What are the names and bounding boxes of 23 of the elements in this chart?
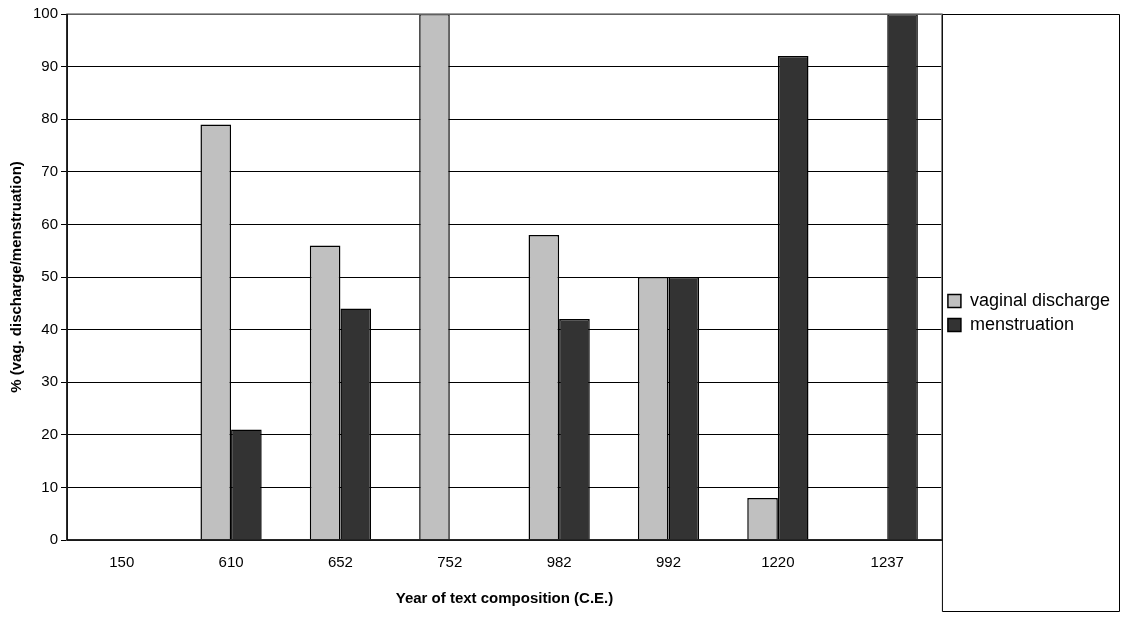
legend-label: vaginal discharge <box>969 289 1110 310</box>
x-tick-label: 1237 <box>870 553 904 571</box>
y-tick-label: 70 <box>41 161 59 179</box>
y-tick-label: 10 <box>41 477 59 495</box>
y-tick-label: 30 <box>41 372 59 390</box>
y-tick-label: 0 <box>49 530 59 548</box>
x-tick-label: 652 <box>327 553 353 571</box>
y-tick-label: 20 <box>41 424 59 442</box>
x-tick-label: 752 <box>437 553 463 571</box>
x-tick-label: 150 <box>109 553 135 571</box>
x-axis-title: Year of text composition (C.E.) <box>395 589 614 607</box>
y-tick-label: 60 <box>41 214 59 232</box>
legend-label: menstruation <box>969 313 1074 334</box>
y-tick-label: 90 <box>41 56 59 74</box>
y-tick-label: 100 <box>33 4 59 22</box>
y-tick-label: 40 <box>41 319 59 337</box>
y-tick-label: 80 <box>41 109 59 127</box>
x-tick-label: 610 <box>218 553 244 571</box>
x-tick-label: 982 <box>546 553 572 571</box>
x-tick-label: 1220 <box>761 553 795 571</box>
y-tick-label: 50 <box>41 267 59 285</box>
x-tick-label: 992 <box>655 553 682 571</box>
y-axis-title: % (vag. discharge/menstruation) <box>7 161 25 393</box>
